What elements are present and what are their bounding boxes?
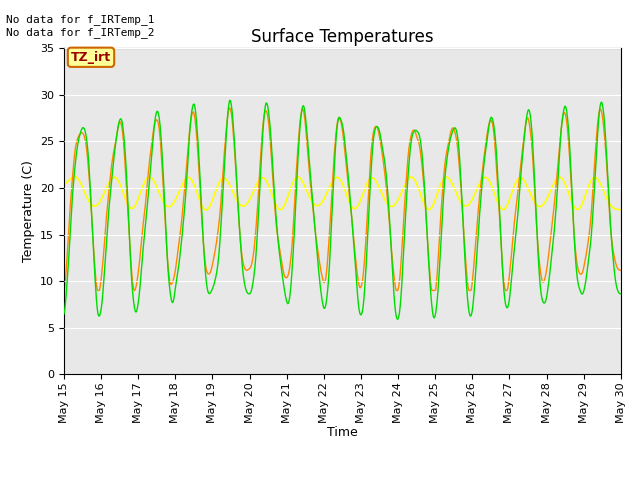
Y-axis label: Temperature (C): Temperature (C) — [22, 160, 35, 262]
X-axis label: Time: Time — [327, 426, 358, 439]
Text: No data for f_IRTemp_1
No data for f_IRTemp_2: No data for f_IRTemp_1 No data for f_IRT… — [6, 14, 155, 38]
Title: Surface Temperatures: Surface Temperatures — [251, 28, 434, 47]
Text: TZ_irt: TZ_irt — [71, 51, 111, 64]
